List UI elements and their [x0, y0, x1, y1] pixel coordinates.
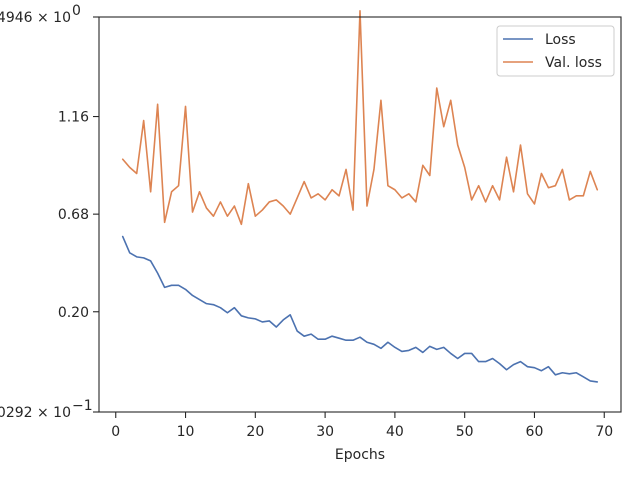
x-tick-label: 40: [386, 424, 404, 440]
x-tick-label: 50: [456, 424, 474, 440]
y-tick-label: 0292 × 10: [0, 405, 71, 421]
y-tick-label-exponent: −1: [72, 398, 93, 414]
x-tick-label: 10: [177, 424, 195, 440]
series-layer: [121, 9, 599, 383]
x-tick-label: 30: [316, 424, 334, 440]
legend: Loss Val. loss: [496, 25, 615, 77]
x-axis: 0 10 20 30 40 50 60 70: [111, 412, 613, 440]
x-tick-label: 0: [111, 424, 120, 440]
legend-label: Val. loss: [545, 55, 602, 71]
x-tick-label: 70: [595, 424, 613, 440]
y-tick-label-exponent: 0: [72, 3, 81, 19]
x-tick-label: 20: [246, 424, 264, 440]
y-tick-label: 0.68: [58, 207, 89, 223]
x-axis-label: Epochs: [335, 447, 385, 463]
series-line-loss: [121, 235, 599, 383]
x-tick-label: 60: [526, 424, 544, 440]
y-tick-label: 1.16: [58, 110, 89, 126]
y-tick-label: 0.20: [58, 305, 89, 321]
series-line-val-loss: [121, 9, 599, 226]
legend-label: Loss: [545, 32, 576, 48]
y-tick-label: 4946 × 10: [0, 10, 71, 26]
